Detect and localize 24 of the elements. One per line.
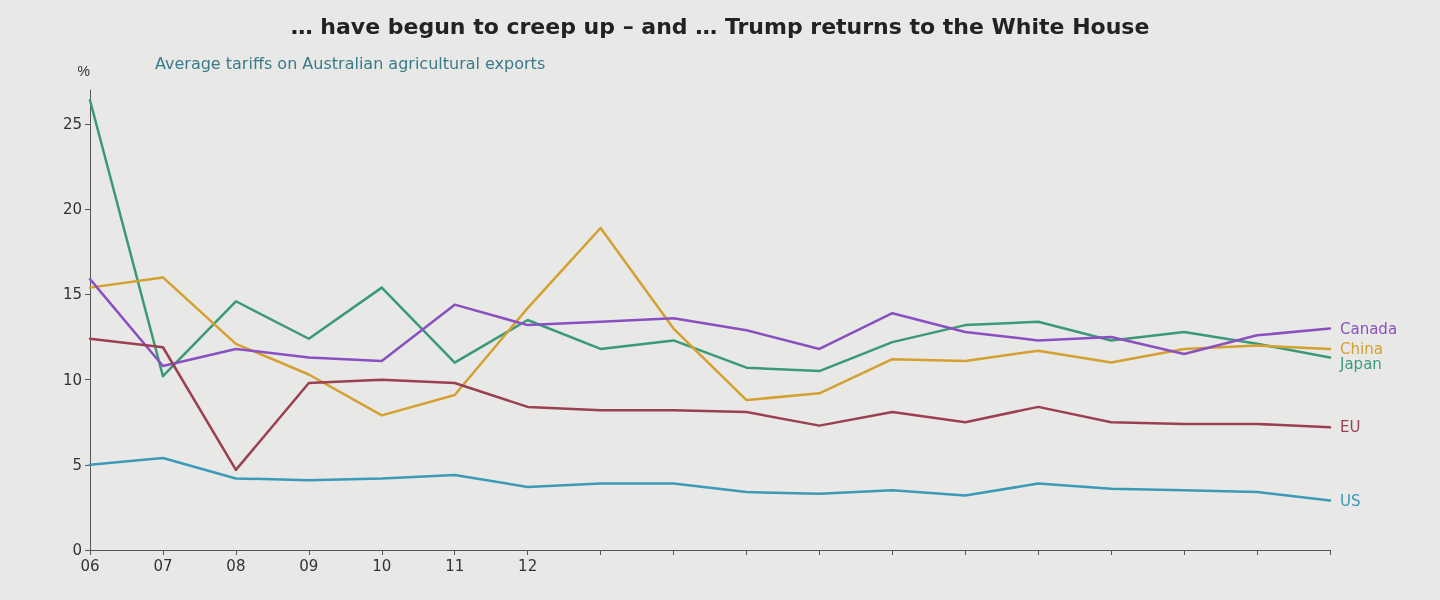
series-label: Canada [1340, 319, 1398, 338]
y-tick-label: 15 [62, 285, 82, 304]
chart-title: … have begun to creep up – and … Trump returns to the White House [290, 13, 1150, 39]
line-series [88, 456, 1332, 502]
x-tick-label: 12 [518, 556, 538, 575]
x-tick-label: 09 [299, 556, 319, 575]
x-tick-label: 11 [445, 556, 465, 575]
line-series [88, 337, 1332, 472]
y-tick-label: 20 [62, 200, 82, 219]
line-series [88, 98, 1332, 378]
x-tick-label: 08 [226, 556, 246, 575]
y-tick-label: 5 [72, 455, 82, 474]
series-label: US [1340, 491, 1361, 510]
x-tick-label: 06 [80, 556, 100, 575]
series-label: EU [1340, 418, 1361, 437]
y-tick-label: 25 [62, 115, 82, 134]
chart-subtitle: Average tariffs on Australian agricultural exports [155, 53, 546, 73]
y-tick-label: 10 [62, 370, 82, 389]
y-tick-label: 0 [72, 541, 82, 559]
line-series [88, 226, 1332, 417]
y-axis-title: % [77, 63, 90, 79]
line-series [88, 277, 1332, 368]
x-tick-label: 10 [372, 556, 392, 575]
x-tick-label: 07 [153, 556, 173, 575]
